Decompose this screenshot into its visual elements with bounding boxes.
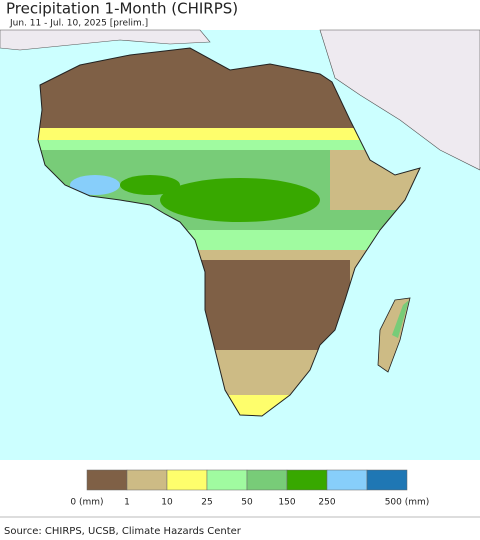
- legend-swatch: [246, 469, 288, 491]
- very-wet-coast: [70, 175, 120, 195]
- legend-swatch: [166, 469, 208, 491]
- legend-label: 50: [241, 498, 253, 508]
- legend-swatch: [326, 469, 368, 491]
- legend-swatch: [126, 469, 168, 491]
- europe: [0, 29, 211, 51]
- madagascar-east: [392, 300, 409, 338]
- legend-label: 150: [278, 498, 295, 508]
- wet-core: [160, 178, 320, 222]
- africa-outline: [37, 47, 421, 417]
- legend-swatch: [206, 469, 248, 491]
- legend-label: 0 (mm): [70, 498, 103, 508]
- source: Source: CHIRPS, UCSB, Climate Hazards Ce…: [4, 526, 242, 537]
- legend-swatch: [366, 469, 408, 491]
- legend-label: 500 (mm): [385, 498, 430, 508]
- legend-label: 10: [161, 498, 173, 508]
- legend: 0 (mm) 1 10 25 50 150 250 500 (mm): [70, 469, 430, 508]
- legend-label: 1: [124, 498, 130, 508]
- legend-swatch: [286, 469, 328, 491]
- dry-south: [200, 260, 350, 350]
- wet-west: [120, 175, 180, 195]
- title: Precipitation 1-Month (CHIRPS): [6, 0, 238, 18]
- band-yellow: [38, 128, 420, 140]
- band-lightgreen: [38, 140, 420, 152]
- middle-east: [319, 29, 480, 171]
- legend-label: 25: [201, 498, 212, 508]
- legend-label: 250: [318, 498, 335, 508]
- legend-swatch: [86, 469, 128, 491]
- subtitle: Jun. 11 - Jul. 10, 2025 [prelim.]: [9, 19, 148, 29]
